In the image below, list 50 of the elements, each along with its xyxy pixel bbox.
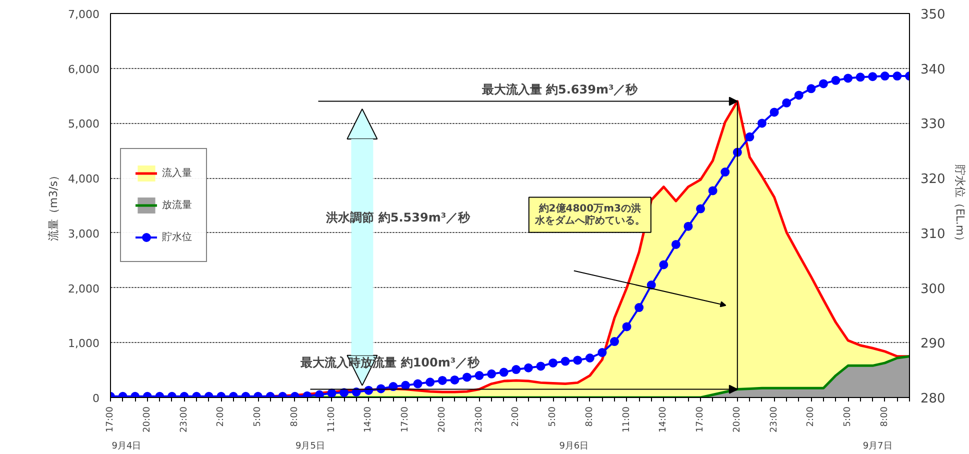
x-tick-label: 2:00 [806,406,816,427]
x-tick-label: 17:00 [400,406,411,432]
x-tick-label: 5:00 [843,406,854,427]
text: 9月7日 [862,442,892,452]
text: 9月4日 [112,442,142,452]
text: 9月5日 [296,442,325,452]
x-tick-label: 2:00 [216,406,226,427]
y-tick-label: 5,000 [68,118,100,131]
legend-label: 放流量 [162,198,192,212]
y-tick-label: 3,000 [68,227,100,240]
y2-tick-label: 300 [920,282,946,297]
x-tick-label: 17:00 [696,406,706,432]
annotation: 最大流入量 約5.639m³／秒 [480,82,639,96]
x-tick-label: 14:00 [658,406,669,432]
x-tick-label: 17:00 [106,406,116,432]
y2-tick-label: 280 [920,392,946,406]
y2-tick-label: 320 [920,172,946,188]
x-tick-label: 20:00 [732,406,742,432]
text: 9月6日 [559,442,589,452]
legend-label: 流入量 [162,166,192,180]
y2-tick-label: 350 [920,8,946,22]
legend-label: 貯水位 [162,230,192,244]
x-tick-label: 8:00 [290,406,300,427]
y-tick-label: 6,000 [68,62,100,76]
x-tick-label: 5:00 [253,406,264,427]
x-tick-label: 23:00 [474,406,484,432]
x-tick-label: 20:00 [142,406,152,432]
x-tick-label: 20:00 [437,406,448,432]
y2-tick-label: 290 [920,336,946,352]
y2-tick-label: 310 [920,226,946,242]
annotation: 約2億4800万m3の洪水をダムへ貯めている。 [534,202,645,226]
y-tick-label: 2,000 [68,282,100,296]
x-tick-label: 8:00 [880,406,890,427]
x-tick-label: 14:00 [364,406,374,432]
x-tick-label: 2:00 [511,406,522,427]
y-axis-title: 流量（m3/s） [47,170,60,242]
y-tick-label: 0 [92,392,100,405]
annotation: 洪水調節 約5.539m³／秒 [325,210,472,225]
x-tick-label: 8:00 [584,406,595,427]
y-tick-label: 4,000 [68,172,100,186]
y2-tick-label: 340 [920,62,946,78]
y2-axis-title: 貯水位（EL.m） [953,164,966,247]
x-tick-label: 23:00 [769,406,780,432]
x-tick-label: 5:00 [548,406,558,427]
y2-tick-label: 330 [920,117,946,132]
x-tick-label: 11:00 [622,406,632,432]
y-tick-label: 1,000 [68,337,100,350]
x-tick-label: 23:00 [179,406,190,432]
x-tick-label: 11:00 [326,406,337,432]
y-tick-label: 7,000 [68,8,100,21]
